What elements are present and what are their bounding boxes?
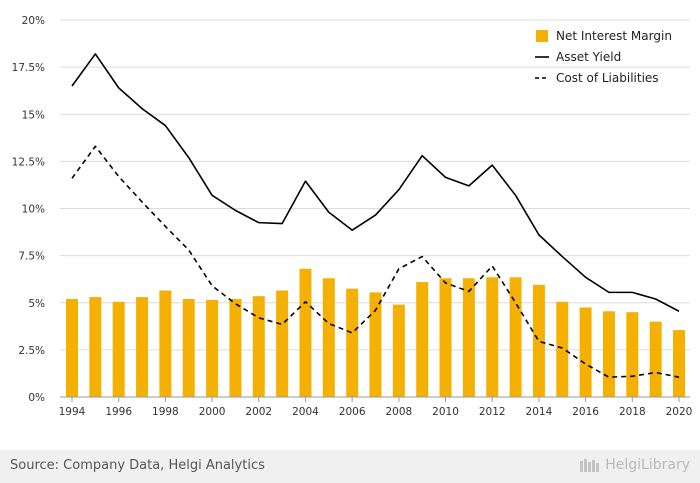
bar-1998 [159,290,172,397]
bar-2002 [252,296,265,397]
x-tick-label: 2018 [619,406,646,418]
bar-1995 [89,297,102,397]
bar-2005 [322,278,335,397]
bar-2016 [579,307,592,397]
y-tick-label: 7.5% [18,251,45,263]
legend-label-asset-yield: Asset Yield [556,50,621,64]
brand-name: HelgiLibrary [605,457,690,473]
bar-2008 [392,304,405,397]
x-tick-label: 2016 [572,406,599,418]
y-tick-label: 12.5% [12,156,45,168]
x-tick-label: 2020 [666,406,693,418]
legend: Net Interest Margin Asset Yield Cost of Li… [535,29,672,85]
bar-2017 [602,311,615,397]
net-interest-margin-bars [66,268,685,397]
footer: Source: Company Data, Helgi Analytics He… [0,450,700,483]
bar-1996 [112,301,125,397]
x-tick-label: 2004 [292,406,319,418]
bar-1994 [66,298,78,397]
asset-yield-line [71,53,680,312]
y-tick-label: 5% [28,298,45,310]
bar-2015 [556,301,569,397]
bar-2006 [346,288,359,397]
bar-2011 [462,278,475,397]
bar-2019 [649,321,662,397]
y-tick-label: 2.5% [18,345,45,357]
chart: 0% 2.5% 5% 7.5% 10% 12.5% 15% 17.5% 20% 1994 1996… [12,15,693,418]
bar-2003 [276,290,289,397]
legend-label-net-interest-margin: Net Interest Margin [556,29,672,43]
bar-2010 [439,278,452,397]
y-axis-tick-labels: 0% 2.5% 5% 7.5% 10% 12.5% 15% 17.5% 20% [12,15,45,404]
bar-2020 [673,330,685,397]
bar-2000 [206,299,219,397]
source-text: Source: Company Data, Helgi Analytics [10,458,265,473]
bar-2001 [229,298,242,397]
library-icon [580,459,600,472]
y-tick-label: 10% [22,204,45,216]
bar-2012 [486,277,499,397]
bar-2013 [509,277,522,397]
bar-2018 [626,312,639,397]
bar-2004 [299,268,312,397]
x-tick-label: 2012 [479,406,506,418]
bar-2007 [369,292,382,397]
x-axis: 1994 1996 1998 2000 2002 2004 2006 2008 2010 2012… [59,396,693,418]
x-tick-label: 1996 [105,406,132,418]
bar-2009 [416,282,429,397]
x-tick-label: 2008 [385,406,412,418]
y-tick-label: 0% [28,392,45,404]
cost-of-liabilities-line [71,145,680,379]
legend-swatch-net-interest-margin [536,30,548,42]
x-tick-label: 2000 [199,406,226,418]
line-series [71,53,680,379]
legend-label-cost-of-liabilities: Cost of Liabilities [556,71,659,85]
x-tick-label: 1998 [152,406,179,418]
brand-logo: HelgiLibrary [579,457,690,473]
bar-1999 [182,298,195,397]
bar-2014 [532,284,545,397]
y-tick-label: 20% [22,15,45,27]
y-tick-label: 17.5% [12,62,45,74]
y-tick-label: 15% [22,109,45,121]
x-tick-label: 2006 [339,406,366,418]
x-tick-label: 1994 [59,406,86,418]
bar-1997 [136,297,149,397]
x-tick-label: 2010 [432,406,459,418]
x-tick-label: 2014 [526,406,553,418]
x-tick-label: 2002 [245,406,272,418]
